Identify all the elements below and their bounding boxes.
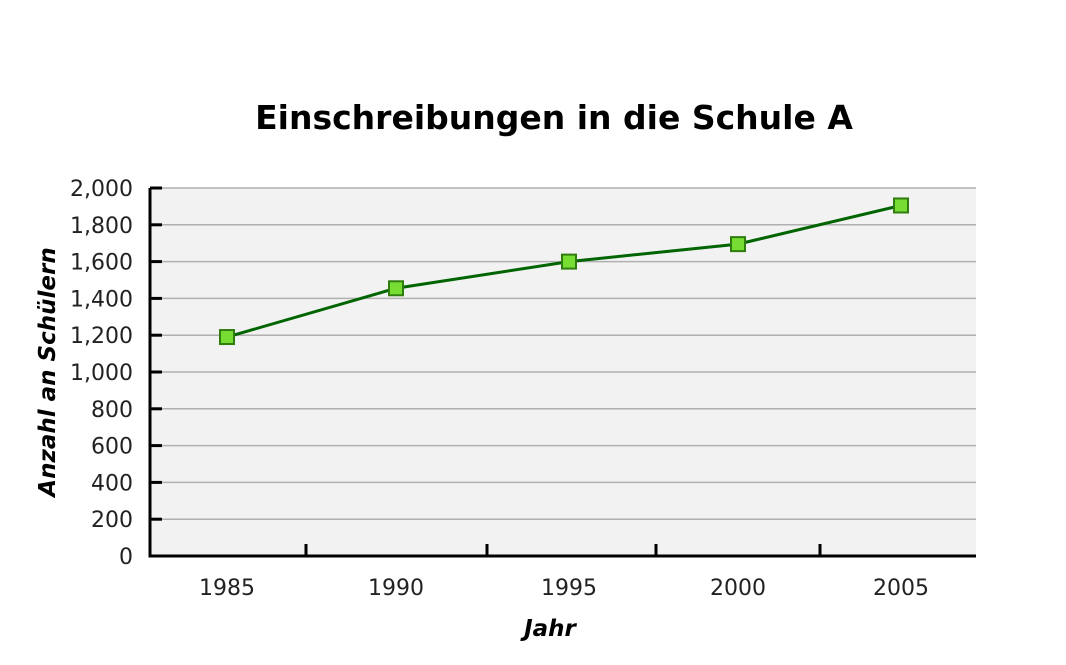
x-tick-labels: 1985 1990 1995 2000 2005 xyxy=(199,576,929,601)
y-tick-label: 1,800 xyxy=(70,214,133,239)
data-point xyxy=(219,329,235,346)
y-tick-labels: 0 200 400 600 800 1,000 1,200 1,400 1,600 1,800 2,… xyxy=(70,177,133,570)
y-tick-label: 1,200 xyxy=(70,324,133,349)
y-tick-label: 2,000 xyxy=(70,177,133,202)
series-layer xyxy=(219,197,909,346)
data-point xyxy=(730,236,746,253)
data-point xyxy=(893,197,909,214)
y-tick-label: 800 xyxy=(91,398,133,423)
data-point xyxy=(561,253,577,270)
y-tick-label: 600 xyxy=(91,435,133,460)
y-tick-label: 1,400 xyxy=(70,287,133,312)
x-tick-label: 2005 xyxy=(873,576,929,601)
y-tick-label: 400 xyxy=(91,471,133,496)
chart-title: Einschreibungen in die Schule A xyxy=(255,98,853,137)
y-tick-label: 0 xyxy=(119,545,133,570)
x-tick-label: 1990 xyxy=(368,576,424,601)
y-tick-label: 1,000 xyxy=(70,361,133,386)
data-point xyxy=(388,280,404,297)
gridlines xyxy=(150,187,976,520)
axes xyxy=(148,186,976,558)
x-axis-title: Jahr xyxy=(520,616,577,642)
y-tick-label: 1,600 xyxy=(70,251,133,276)
y-tick-label: 200 xyxy=(91,508,133,533)
x-tick-label: 1985 xyxy=(199,576,255,601)
y-axis-title: Anzahl an Schülern xyxy=(35,247,61,498)
x-tick-label: 1995 xyxy=(541,576,597,601)
x-tick-label: 2000 xyxy=(710,576,766,601)
